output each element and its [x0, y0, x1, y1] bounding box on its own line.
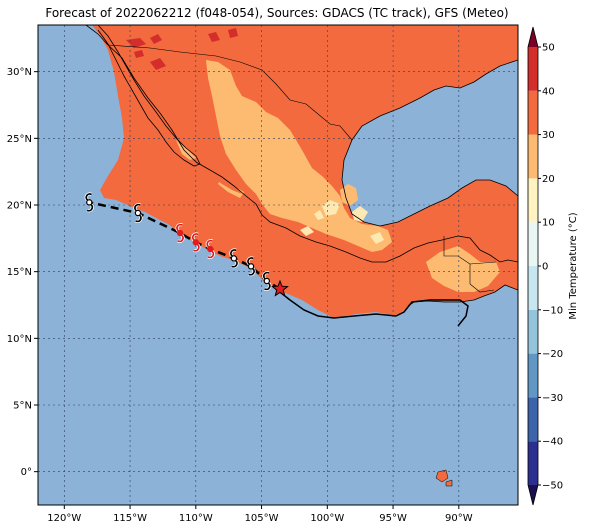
x-tick-label: 115°W	[113, 513, 147, 524]
colorbar-tick-label: 30	[542, 130, 555, 141]
x-tick-label: 105°W	[245, 513, 279, 524]
forecast-track-points	[84, 192, 289, 297]
past-track-line	[275, 288, 469, 327]
colorbar-segment	[528, 353, 538, 398]
colorbar-segment	[528, 47, 538, 91]
y-tick-label: 30°N	[7, 67, 32, 78]
map-gridlines	[38, 25, 518, 505]
colorbar-tick-label: 50	[542, 43, 555, 54]
storm-marker-red	[191, 232, 201, 253]
y-tick-label: 20°N	[7, 201, 32, 212]
colorbar-extend-min	[528, 485, 538, 505]
colorbar-tick-label: −30	[542, 393, 563, 404]
storm-marker	[84, 192, 94, 213]
colorbar-segment	[528, 266, 538, 310]
x-tick-label: 100°W	[310, 513, 344, 524]
colorbar-tick-label: −20	[542, 349, 563, 360]
y-axis-ticks: 0° 5°N 10°N 15°N 20°N 25°N 30°N	[7, 67, 38, 478]
colorbar-tick-label: −50	[542, 481, 563, 492]
colorbar-tick-label: 20	[542, 174, 555, 185]
colorbar-tick-label: −10	[542, 305, 563, 316]
colorbar-segment	[528, 222, 538, 266]
colorbar-tick-label: 0	[542, 262, 548, 273]
x-tick-label: 95°W	[379, 513, 407, 524]
y-tick-label: 15°N	[7, 267, 32, 278]
galapagos-islands	[435, 469, 453, 487]
map-frame	[37, 24, 519, 506]
storm-marker-red	[205, 239, 215, 259]
temp-zone-red-spots	[126, 28, 238, 70]
storm-marker	[262, 271, 272, 291]
storm-marker	[246, 256, 256, 277]
x-tick-label: 90°W	[445, 513, 473, 524]
x-axis-ticks: 120°W 115°W 110°W 105°W 100°W 95°W 90°W	[47, 505, 473, 524]
colorbar-segment	[528, 134, 538, 179]
temp-zone-mild-spots	[300, 200, 384, 244]
storm-marker	[133, 203, 143, 223]
storm-marker	[229, 248, 239, 269]
country-borders	[107, 44, 497, 293]
y-tick-label: 25°N	[7, 134, 32, 145]
chart-title: Forecast of 2022062212 (f048-054), Sourc…	[45, 6, 508, 20]
x-tick-label: 110°W	[179, 513, 213, 524]
temp-zone-warm-plateau	[176, 60, 500, 292]
y-tick-label: 10°N	[7, 334, 32, 345]
colorbar-segment	[528, 178, 538, 223]
x-tick-label: 120°W	[47, 513, 81, 524]
colorbar-tick-label: 10	[542, 218, 555, 229]
y-tick-label: 5°N	[13, 401, 32, 412]
storm-marker-red	[175, 223, 185, 243]
temp-zone-hot-coast	[196, 162, 242, 194]
map-panel	[38, 25, 518, 505]
y-tick-label: 0°	[21, 467, 32, 478]
colorbar-segment	[528, 441, 538, 485]
current-position-star	[271, 279, 289, 297]
colorbar-label: Min Temperature (°C)	[568, 212, 579, 319]
colorbar-tick-label: 40	[542, 86, 555, 97]
colorbar-segment	[528, 90, 538, 135]
coastlines	[85, 25, 518, 307]
colorbar-extend-max	[528, 27, 538, 47]
colorbar: −50 −40 −30 −20 −10 0 10 20 30 40 50	[527, 26, 563, 506]
colorbar-segment	[528, 309, 538, 354]
colorbar-segment	[528, 397, 538, 442]
colorbar-tick-label: −40	[542, 437, 563, 448]
